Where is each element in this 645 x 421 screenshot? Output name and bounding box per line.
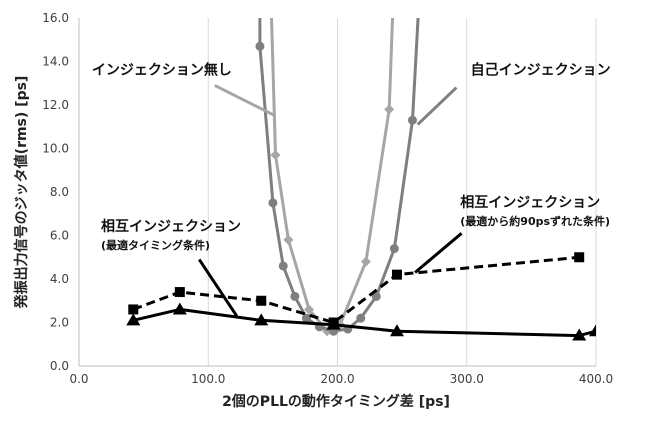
series-2 [255, 18, 420, 336]
x-tick-label: 100.0 [191, 372, 225, 386]
data-point [256, 295, 267, 306]
data-series [126, 18, 596, 341]
data-point [574, 252, 585, 263]
data-point [389, 244, 399, 254]
y-axis-title: 発振出力信号のジッタ値(rms) [ps] [13, 76, 30, 310]
x-tick-labels: 0.0 100.0 200.0 300.0 400.0 [69, 372, 613, 386]
annotation-label: インジェクション無し [92, 62, 232, 79]
data-point [174, 287, 185, 298]
series-3 [128, 252, 585, 328]
data-point [356, 313, 366, 323]
annotation-4: 相互インジェクション (最適タイミング条件) [101, 218, 241, 317]
data-point [391, 269, 402, 280]
annotation-label: 相互インジェクション [460, 194, 600, 211]
annotation-label: 自己インジェクション [471, 62, 611, 79]
annotation-sublabel: (最適タイミング条件) [101, 238, 210, 252]
annotation-3: 相互インジェクション (最適から約90psずれた条件) [414, 194, 610, 274]
y-tick-label: 14.0 [42, 55, 69, 69]
x-tick-label: 200.0 [320, 372, 354, 386]
x-tick-label: 300.0 [450, 372, 484, 386]
annotation-label: 相互インジェクション [101, 218, 241, 235]
data-point [172, 302, 187, 315]
data-point [290, 291, 300, 301]
gridlines [207, 18, 597, 366]
data-point [371, 291, 381, 301]
x-axis-title: 2個のPLLの動作タイミング差 [ps] [222, 393, 450, 410]
annotation-pointer [214, 84, 277, 118]
y-tick-label: 10.0 [42, 142, 69, 156]
data-point [270, 150, 281, 161]
series-line [258, 18, 420, 333]
data-point [384, 104, 395, 115]
data-point [255, 41, 265, 51]
x-tick-label: 400.0 [579, 372, 613, 386]
y-tick-labels: 0.0 2.0 4.0 6.0 8.0 10.0 12.0 14.0 16.0 [42, 11, 69, 373]
y-tick-label: 4.0 [50, 272, 69, 286]
data-point [128, 304, 139, 315]
data-point [360, 256, 371, 267]
x-tick-label: 0.0 [69, 372, 88, 386]
axes [78, 18, 596, 367]
series-1 [270, 18, 395, 337]
series-4 [126, 302, 596, 341]
data-point [304, 304, 315, 315]
annotation-2: 自己インジェクション [416, 62, 611, 126]
y-tick-label: 8.0 [50, 185, 69, 199]
data-point [326, 317, 341, 330]
data-point [589, 324, 596, 337]
y-tick-label: 2.0 [50, 316, 69, 330]
data-point [572, 328, 587, 341]
y-tick-label: 0.0 [50, 359, 69, 373]
y-tick-label: 12.0 [42, 98, 69, 112]
annotation-1: インジェクション無し [92, 62, 277, 118]
annotation-pointer [197, 258, 238, 317]
annotation-pointer [414, 232, 463, 274]
y-tick-label: 16.0 [42, 11, 69, 25]
annotation-sublabel: (最適から約90psずれた条件) [460, 214, 610, 228]
data-point [268, 198, 278, 208]
data-point [278, 261, 288, 271]
data-point [126, 313, 141, 326]
data-point [407, 115, 417, 125]
data-point [283, 234, 294, 245]
y-tick-label: 6.0 [50, 229, 69, 243]
annotation-pointer [416, 86, 458, 126]
data-point [389, 324, 404, 337]
data-point [254, 313, 269, 326]
series-line [132, 255, 580, 324]
data-point [301, 313, 311, 323]
